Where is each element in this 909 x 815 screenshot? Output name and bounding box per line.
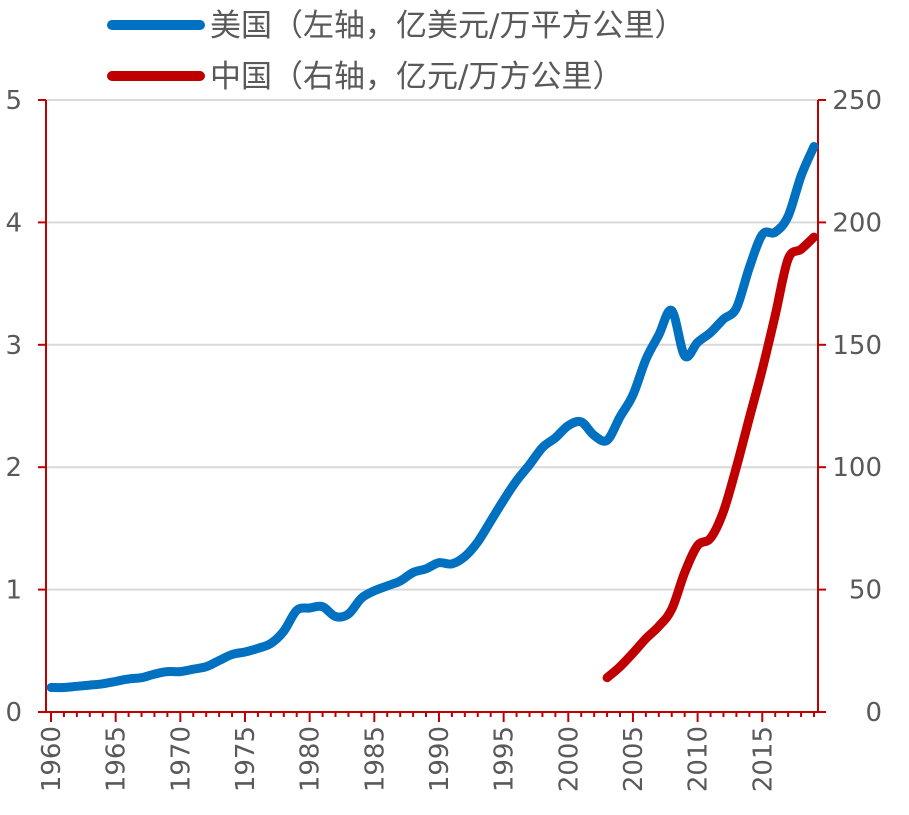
y-right-tick-label-100: 100 bbox=[832, 453, 882, 483]
series-line-us bbox=[46, 142, 819, 693]
y-right-tick-label-50: 50 bbox=[849, 576, 882, 606]
y-left-tick-label-5: 5 bbox=[5, 86, 22, 116]
y-right-tick-label-150: 150 bbox=[832, 331, 882, 361]
x-tick-label-2005: 2005 bbox=[619, 726, 649, 792]
y-left-tick-label-2: 2 bbox=[5, 453, 22, 483]
x-tick-label-1965: 1965 bbox=[102, 726, 132, 792]
legend-label-china: 中国（右轴，亿元/万方公里） bbox=[210, 59, 623, 95]
legend-label-us: 美国（左轴，亿美元/万平方公里） bbox=[210, 8, 685, 44]
x-tick-label-1960: 1960 bbox=[37, 726, 67, 792]
x-tick-label-1990: 1990 bbox=[425, 726, 455, 792]
series-layer bbox=[46, 142, 819, 693]
legend: 美国（左轴，亿美元/万平方公里） 中国（右轴，亿元/万方公里） bbox=[107, 8, 685, 95]
x-tick-label-2015: 2015 bbox=[748, 726, 778, 792]
x-tick-label-1975: 1975 bbox=[231, 726, 261, 792]
x-tick-label-1985: 1985 bbox=[360, 726, 390, 792]
y-right-tick-label-0: 0 bbox=[865, 698, 882, 728]
x-tick-label-1970: 1970 bbox=[166, 726, 196, 792]
y-left-tick-label-3: 3 bbox=[5, 331, 22, 361]
series-line-china bbox=[602, 232, 819, 683]
y-right-tick-label-250: 250 bbox=[832, 86, 882, 116]
y-left-tick-label-4: 4 bbox=[5, 208, 22, 238]
gridlines bbox=[46, 99, 818, 591]
y-left-tick-label-1: 1 bbox=[5, 576, 22, 606]
x-tick-label-2010: 2010 bbox=[684, 726, 714, 792]
x-tick-label-1995: 1995 bbox=[490, 726, 520, 792]
y-right-tick-label-200: 200 bbox=[832, 208, 882, 238]
y-left-tick-label-0: 0 bbox=[5, 698, 22, 728]
x-tick-label-2000: 2000 bbox=[554, 726, 584, 792]
x-tick-label-1980: 1980 bbox=[296, 726, 326, 792]
